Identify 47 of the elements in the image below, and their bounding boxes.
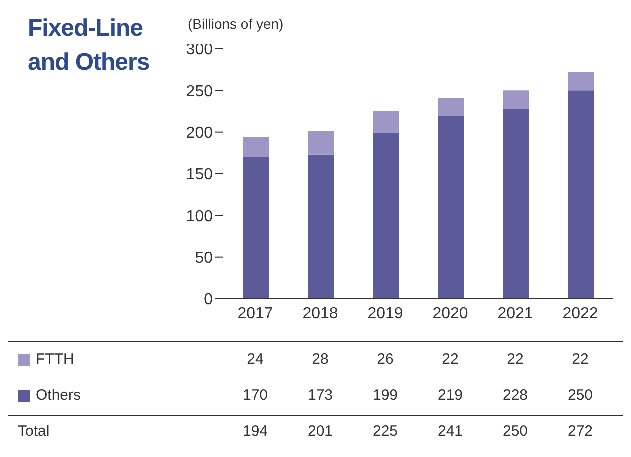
y-tick-label: 100 xyxy=(186,208,214,226)
data-label: 26 xyxy=(376,351,395,368)
text: 250 xyxy=(502,423,530,440)
x-tick-label: 2021 xyxy=(498,305,534,322)
text: 241 xyxy=(436,423,464,440)
y-tick-label: 150 xyxy=(186,166,214,184)
bar xyxy=(243,157,269,299)
y-axis-title: (Billions of yen) xyxy=(188,16,284,32)
chart-title: Fixed-Line and Others xyxy=(28,14,151,78)
bar xyxy=(373,133,399,299)
y-tick-label: 200 xyxy=(186,125,214,142)
y-tick-label: 250 xyxy=(186,83,214,100)
data-label: 22 xyxy=(571,351,590,368)
data-label: 250 xyxy=(566,387,594,404)
y-tick-label: 0 xyxy=(204,292,214,309)
data-label: 219 xyxy=(436,387,464,404)
bar xyxy=(568,72,594,91)
data-label: 199 xyxy=(372,387,400,404)
x-tick-label: 2020 xyxy=(432,305,468,322)
data-label: 22 xyxy=(441,351,460,368)
y-tick-label: 50 xyxy=(195,250,214,268)
bar xyxy=(503,109,529,299)
data-label: 173 xyxy=(306,387,334,404)
x-tick-label: 2022 xyxy=(562,305,598,322)
text: 225 xyxy=(372,423,400,440)
bar xyxy=(568,90,594,299)
x-tick-label: 2019 xyxy=(368,305,404,322)
data-label: 22 xyxy=(506,351,525,368)
text: 272 xyxy=(566,423,594,440)
bar xyxy=(503,90,529,109)
bar xyxy=(438,116,464,299)
data-label: 228 xyxy=(502,387,530,404)
data-label: 170 xyxy=(242,387,270,404)
legend-label: FTTH xyxy=(36,351,74,368)
text: 194 xyxy=(242,423,270,440)
bar xyxy=(438,98,464,116)
bar xyxy=(308,154,334,299)
bar xyxy=(243,137,269,158)
data-label: 24 xyxy=(246,351,265,368)
text: Total xyxy=(18,423,50,440)
bar xyxy=(373,112,399,134)
bar xyxy=(308,132,334,155)
text: 201 xyxy=(306,423,334,440)
x-tick-label: 2017 xyxy=(238,305,274,322)
x-tick-label: 2018 xyxy=(302,305,338,322)
data-label: 28 xyxy=(311,351,330,368)
legend-label: Others xyxy=(36,387,82,404)
